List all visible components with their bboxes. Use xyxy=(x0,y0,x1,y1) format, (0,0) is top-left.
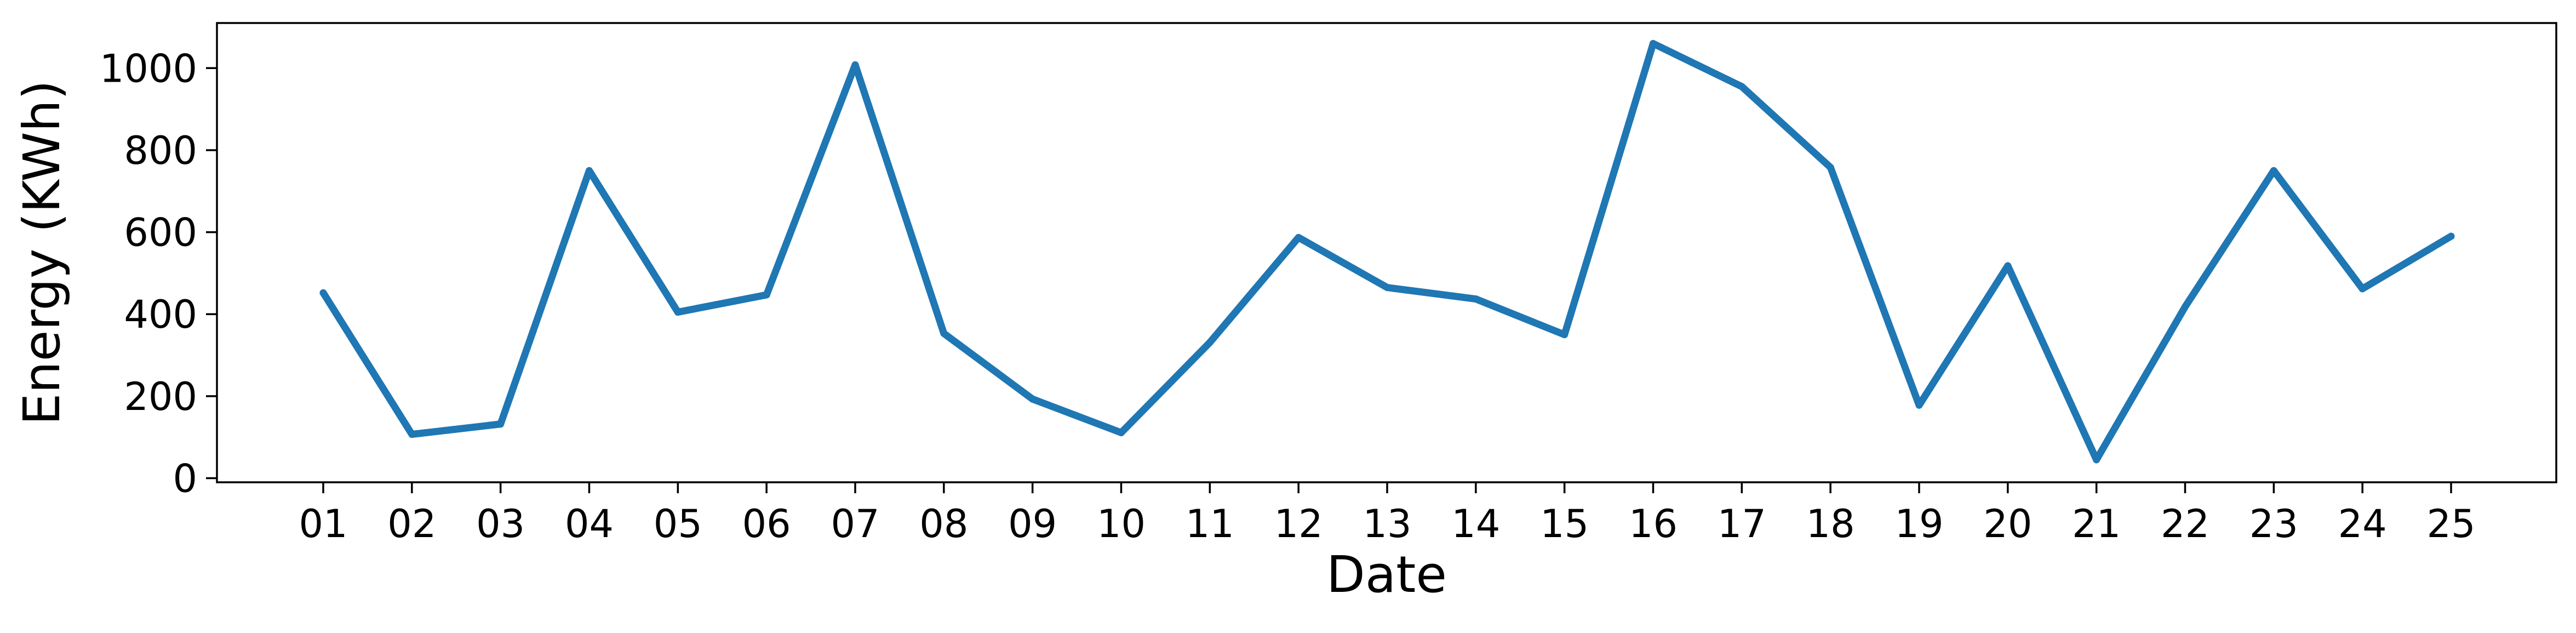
data-point xyxy=(1383,284,1391,292)
x-tick-label: 17 xyxy=(1718,501,1766,546)
x-tick-label: 03 xyxy=(476,501,525,546)
series-line xyxy=(319,39,2455,464)
x-tick-label: 10 xyxy=(1097,501,1146,546)
x-tick-label: 20 xyxy=(1983,501,2032,546)
data-point xyxy=(586,167,593,174)
data-point xyxy=(319,289,327,296)
x-tick-label: 05 xyxy=(654,501,702,546)
data-point xyxy=(2182,303,2189,311)
data-point xyxy=(851,61,859,69)
data-point xyxy=(1738,83,1745,90)
x-tick-label: 13 xyxy=(1363,501,1411,546)
data-point xyxy=(497,420,505,428)
y-axis-label: Energy (KWh) xyxy=(13,80,71,425)
data-point xyxy=(763,291,770,299)
data-point xyxy=(2270,167,2277,174)
data-point xyxy=(1827,163,1834,171)
x-axis-label: Date xyxy=(1326,545,1447,604)
y-tick-label: 200 xyxy=(124,374,197,419)
plot-area xyxy=(319,39,2455,464)
data-point xyxy=(940,329,948,337)
y-axis: 0 200 400 600 800 1000 xyxy=(100,46,217,501)
data-point xyxy=(1561,331,1569,339)
data-point xyxy=(1029,395,1037,403)
x-tick-label: 21 xyxy=(2072,501,2121,546)
y-tick-label: 0 xyxy=(173,457,197,501)
y-tick-label: 800 xyxy=(124,128,197,173)
x-tick-label: 07 xyxy=(831,501,879,546)
x-tick-label: 11 xyxy=(1186,501,1234,546)
x-tick-label: 23 xyxy=(2249,501,2298,546)
x-tick-label: 15 xyxy=(1540,501,1589,546)
data-point xyxy=(1472,295,1480,303)
data-point xyxy=(1650,39,1657,47)
data-point xyxy=(1206,339,1213,346)
y-tick-label: 1000 xyxy=(100,46,197,91)
x-tick-label: 01 xyxy=(299,501,347,546)
data-point xyxy=(2093,456,2100,464)
data-point xyxy=(674,308,682,316)
y-tick-label: 400 xyxy=(124,292,197,337)
x-tick-label: 04 xyxy=(565,501,614,546)
x-tick-label: 09 xyxy=(1008,501,1057,546)
data-point xyxy=(2004,262,2012,270)
x-tick-label: 18 xyxy=(1806,501,1855,546)
x-tick-label: 16 xyxy=(1629,501,1678,546)
data-point xyxy=(2447,232,2455,240)
x-tick-label: 19 xyxy=(1894,501,1943,546)
data-point xyxy=(1118,429,1125,436)
x-tick-label: 24 xyxy=(2338,501,2387,546)
data-point xyxy=(2359,285,2366,293)
data-point xyxy=(1915,401,1923,409)
x-tick-label: 22 xyxy=(2161,501,2209,546)
y-tick-label: 600 xyxy=(124,210,197,255)
x-tick-label: 06 xyxy=(742,501,791,546)
x-tick-label: 25 xyxy=(2426,501,2475,546)
x-tick-label: 08 xyxy=(919,501,968,546)
plot-frame xyxy=(216,22,2557,483)
data-point xyxy=(1295,233,1302,241)
x-axis: 01 02 03 04 05 06 07 08 09 10 11 12 13 14 15 16 17 18 19 20… xyxy=(299,482,2476,546)
data-point xyxy=(408,430,416,438)
x-tick-label: 14 xyxy=(1451,501,1500,546)
x-tick-label: 12 xyxy=(1274,501,1323,546)
x-tick-label: 02 xyxy=(387,501,436,546)
